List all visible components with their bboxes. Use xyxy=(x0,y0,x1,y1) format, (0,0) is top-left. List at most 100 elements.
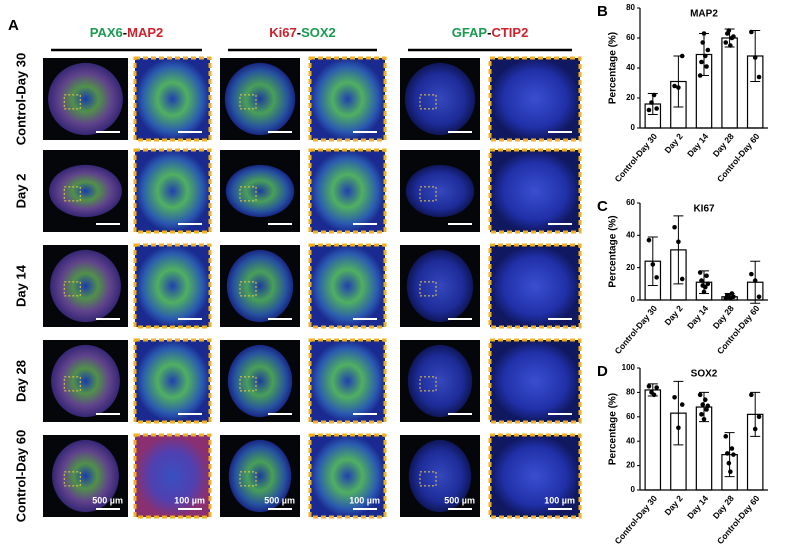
scale-label: 500 µm xyxy=(444,495,475,505)
chart-title: KI67 xyxy=(693,204,715,215)
row-label: Control-Day 30 xyxy=(13,53,28,145)
zoom-box xyxy=(239,281,257,297)
y-tick-label: 20 xyxy=(626,461,635,470)
zoom-frame xyxy=(308,338,387,424)
data-point xyxy=(676,425,681,431)
header-part: - xyxy=(123,25,127,40)
x-tick-label: Day 14 xyxy=(685,493,710,521)
organoid xyxy=(406,249,474,323)
y-tick-label: 40 xyxy=(626,63,635,72)
zoom-frame xyxy=(308,433,387,519)
zoom-frame xyxy=(488,148,582,234)
data-point xyxy=(676,85,681,90)
zoom-box xyxy=(63,94,81,110)
data-point xyxy=(704,64,709,69)
x-tick-label: Day 14 xyxy=(685,303,710,331)
zoom-box xyxy=(419,376,437,392)
y-tick-label: 80 xyxy=(626,388,635,397)
header-part: PAX6 xyxy=(90,25,123,40)
y-tick-label: 80 xyxy=(626,3,635,12)
data-point xyxy=(649,100,654,105)
axes xyxy=(639,368,768,491)
data-point xyxy=(697,270,703,275)
zoom-frame xyxy=(133,433,212,519)
data-point xyxy=(702,53,708,59)
data-point xyxy=(728,43,733,48)
data-point xyxy=(701,416,707,422)
x-tick-label: Control-Day 30 xyxy=(613,493,660,546)
x-tick-label: Day 28 xyxy=(711,131,736,159)
organoid xyxy=(404,62,476,136)
micrograph xyxy=(310,435,385,517)
micrograph xyxy=(490,245,580,327)
panel-label: C xyxy=(597,198,608,215)
y-tick-label: 60 xyxy=(626,412,635,421)
data-point xyxy=(654,385,659,390)
data-point xyxy=(749,29,754,35)
data-point xyxy=(679,53,685,59)
header-part: MAP2 xyxy=(127,25,163,40)
data-point xyxy=(646,107,652,113)
organoid xyxy=(408,439,472,513)
x-tick-label: Day 28 xyxy=(711,303,736,331)
row-label: Control-Day 60 xyxy=(13,430,28,522)
micrograph xyxy=(490,340,580,422)
data-point xyxy=(654,106,659,111)
data-point xyxy=(723,434,729,439)
zoom-box xyxy=(239,471,257,487)
x-tick-label: Day 2 xyxy=(662,303,684,327)
data-point xyxy=(726,460,732,466)
organoid xyxy=(228,439,292,513)
organoid xyxy=(226,249,294,323)
zoom-frame xyxy=(488,243,582,329)
micrograph xyxy=(135,435,210,517)
y-tick-label: 60 xyxy=(626,33,635,42)
zoom-frame xyxy=(133,56,212,142)
data-point xyxy=(702,397,708,403)
y-tick-label: 40 xyxy=(626,436,635,445)
data-point xyxy=(676,239,681,245)
micrograph xyxy=(310,58,385,140)
micrograph xyxy=(490,58,580,140)
data-point xyxy=(650,262,656,267)
data-point xyxy=(749,392,754,398)
panel-label: A xyxy=(8,17,19,34)
x-tick-label: Day 28 xyxy=(711,493,736,521)
axes xyxy=(639,8,768,129)
zoom-frame xyxy=(308,148,387,234)
data-point xyxy=(679,402,685,407)
data-point xyxy=(705,281,711,287)
data-point xyxy=(700,402,706,407)
organoid xyxy=(225,164,295,218)
zoom-frame xyxy=(133,148,212,234)
header-part: SOX2 xyxy=(301,25,336,40)
micrograph xyxy=(135,245,210,327)
data-point xyxy=(723,40,729,45)
zoom-box xyxy=(63,471,81,487)
data-point xyxy=(672,224,677,230)
data-point xyxy=(749,271,754,277)
y-tick-label: 0 xyxy=(631,485,636,494)
panel-label: B xyxy=(597,3,608,20)
micrograph xyxy=(310,340,385,422)
error-bar xyxy=(647,236,658,286)
bar xyxy=(644,389,662,491)
y-tick-label: 0 xyxy=(631,295,636,304)
micrograph xyxy=(310,150,385,232)
micrograph xyxy=(135,150,210,232)
data-point xyxy=(697,73,703,78)
scale-label: 500 µm xyxy=(92,495,123,505)
data-point xyxy=(679,276,685,282)
scale-label: 500 µm xyxy=(264,495,295,505)
x-tick-label: Control-Day 30 xyxy=(613,303,660,356)
row-label: Day 2 xyxy=(13,174,28,209)
zoom-box xyxy=(419,186,437,202)
micrograph xyxy=(490,150,580,232)
x-tick-label: Day 14 xyxy=(685,131,710,159)
x-tick-label: Day 2 xyxy=(662,131,684,155)
y-tick-label: 40 xyxy=(626,230,635,239)
data-point xyxy=(752,426,758,432)
data-point xyxy=(699,278,704,283)
axes xyxy=(639,203,768,301)
zoom-frame xyxy=(133,338,212,424)
